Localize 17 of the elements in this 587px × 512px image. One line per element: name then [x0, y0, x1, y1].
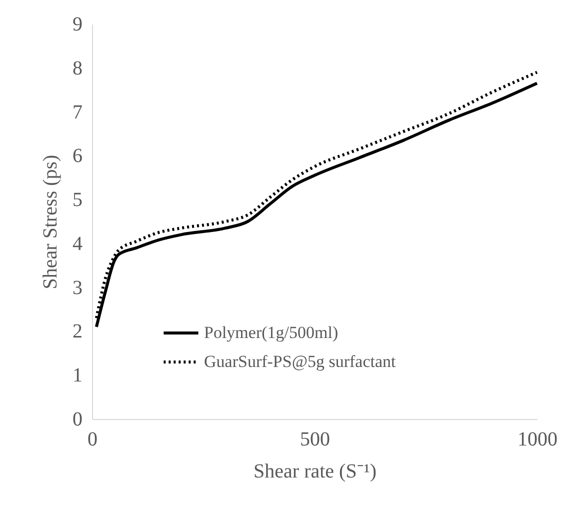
y-tick-label: 0 — [72, 408, 82, 430]
y-tick-label: 8 — [72, 57, 82, 80]
y-axis-title: Shear Stress (ps) — [40, 154, 62, 290]
y-tick-label: 6 — [72, 145, 82, 168]
y-tick-label: 5 — [72, 189, 82, 212]
y-tick-label: 1 — [72, 364, 82, 387]
legend-label: GuarSurf-PS@5g surfactant — [204, 352, 396, 371]
y-tick-label: 9 — [72, 14, 82, 36]
legend-label: Polymer(1g/500ml) — [204, 323, 338, 342]
y-tick-label: 2 — [72, 320, 82, 343]
x-tick-label: 500 — [300, 428, 330, 450]
x-tick-label: 1000 — [518, 428, 558, 450]
y-tick-label: 7 — [72, 101, 82, 124]
x-tick-label: 0 — [88, 428, 98, 450]
x-axis-title: Shear rate (S⁻¹) — [254, 460, 376, 482]
y-tick-label: 4 — [72, 232, 82, 255]
y-tick-label: 3 — [72, 276, 82, 299]
